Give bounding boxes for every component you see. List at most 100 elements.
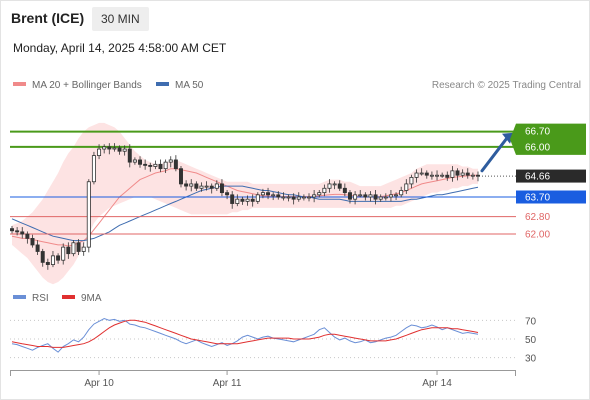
x-axis: Apr 10 Apr 11 Apr 14: [10, 370, 516, 389]
candle-body: [399, 190, 404, 196]
candle-body: [15, 230, 20, 233]
candle-body: [61, 246, 66, 261]
bollinger-band: [12, 122, 478, 285]
candle-body: [40, 251, 45, 263]
candle-body: [163, 161, 168, 170]
last-price-label: 64.66: [525, 172, 550, 183]
candle-body: [127, 148, 132, 163]
candle-body: [440, 174, 445, 177]
bollinger-fill: [12, 122, 478, 285]
candle-body: [276, 194, 281, 198]
legend-rsi: RSI: [13, 293, 49, 304]
candle-body: [322, 187, 327, 194]
instrument-title: Brent (ICE): [11, 10, 85, 26]
candle-body: [414, 172, 419, 178]
candle-body: [194, 183, 199, 189]
candle-body: [179, 168, 183, 185]
timeframe-button[interactable]: 30 MIN: [92, 7, 149, 31]
candle-body: [35, 244, 40, 252]
candle-body: [465, 172, 470, 176]
candle-body: [363, 194, 368, 198]
resistance-label-2: 66.00: [525, 142, 550, 153]
rsi-panel: 70 50 30: [10, 316, 537, 365]
candle-body: [347, 192, 352, 200]
candle-body: [388, 194, 393, 198]
candle-body: [81, 246, 86, 252]
candle-body: [312, 194, 317, 198]
candle-body: [235, 198, 240, 204]
candle-body: [358, 194, 363, 197]
candle-body: [20, 231, 25, 235]
candle-body: [281, 196, 286, 199]
candle-body: [173, 159, 178, 170]
candle-body: [168, 159, 173, 163]
research-credit: Research © 2025 Trading Central: [431, 80, 581, 91]
candle-body: [424, 172, 429, 176]
rsi-ma-line: [11, 319, 479, 348]
candle-body: [286, 196, 291, 199]
resistance-label-1: 66.70: [525, 127, 550, 138]
candle-body: [460, 172, 465, 176]
candle-body: [353, 194, 358, 200]
arrow-shaft: [480, 135, 510, 173]
candle-body: [122, 148, 127, 152]
support-label-1: 62.80: [525, 212, 550, 223]
trend-arrow: [480, 132, 514, 173]
candle-body: [102, 146, 107, 150]
candle-body: [470, 174, 475, 177]
legend-ma20-label: MA 20 + Bollinger Bands: [32, 80, 142, 91]
candle-body: [71, 242, 76, 255]
candle-body: [148, 164, 153, 167]
candle-body: [394, 194, 399, 197]
candle-body: [245, 198, 250, 202]
candle-body: [368, 194, 373, 198]
candle-body: [76, 242, 81, 252]
candle-body: [383, 196, 388, 199]
candle-body: [214, 183, 219, 189]
candle-body: [291, 196, 296, 200]
candle-body: [337, 183, 342, 189]
candle-body: [373, 194, 378, 200]
candle-body: [117, 147, 122, 152]
legend-ma50-label: MA 50: [175, 80, 204, 91]
ma20-swatch: [13, 82, 26, 87]
support-label-2: 62.00: [525, 230, 550, 241]
x-tick-label: Apr 10: [84, 378, 114, 389]
candle-body: [240, 198, 245, 202]
legend-ma50: MA 50: [156, 80, 203, 91]
candle-body: [50, 255, 55, 265]
rsi-tick-label: 30: [525, 354, 537, 365]
candle-body: [255, 194, 260, 202]
candle-body: [199, 185, 204, 189]
candle-body: [342, 187, 347, 194]
candle-body: [25, 233, 30, 239]
candle-body: [107, 146, 112, 150]
candle-body: [158, 163, 163, 170]
candle-body: [56, 255, 61, 261]
candle-body: [143, 163, 148, 166]
candle-body: [266, 192, 271, 196]
candle-body: [445, 174, 450, 178]
candle-body: [419, 172, 424, 175]
candle-body: [409, 176, 414, 185]
level-labels: 66.70 66.00 64.66 63.70 62.80 62.00: [510, 123, 586, 241]
candle-body: [332, 183, 337, 186]
last-price-label-box: [516, 169, 586, 183]
candle-body: [189, 183, 194, 187]
pivot-label: 63.70: [525, 193, 550, 204]
candle-body: [66, 246, 71, 255]
candle-body: [296, 196, 301, 200]
candle-body: [307, 196, 311, 199]
legend-rsi-ma: 9MA: [62, 293, 102, 304]
candle-body: [209, 185, 214, 189]
x-tick-label: Apr 14: [422, 378, 452, 389]
candle-body: [10, 228, 14, 232]
candle-body: [450, 170, 455, 178]
chart-datetime: Monday, April 14, 2025 4:58:00 AM CET: [13, 41, 227, 55]
candle-body: [378, 196, 383, 200]
rsi-swatch: [13, 295, 26, 300]
rsi-line: [11, 317, 479, 353]
candle-body: [327, 183, 332, 189]
legend-rsi-label: RSI: [32, 293, 49, 304]
candle-body: [301, 196, 306, 199]
